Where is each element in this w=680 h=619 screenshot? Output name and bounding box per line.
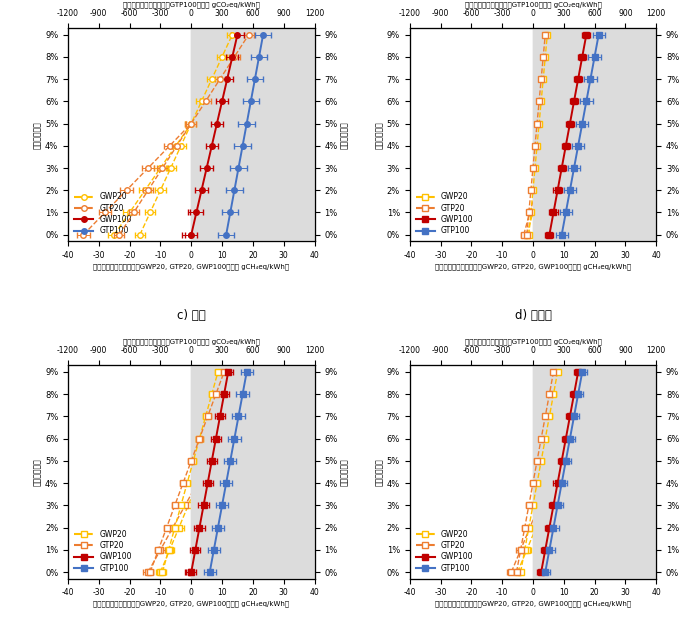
Y-axis label: メタン漏出率: メタン漏出率 xyxy=(375,121,384,149)
X-axis label: 長期的な気候影響の差（GTP100基準； gCO₂eq/kWh）: 長期的な気候影響の差（GTP100基準； gCO₂eq/kWh） xyxy=(464,339,601,345)
Bar xyxy=(191,365,314,579)
X-axis label: 短期的な気候影響の差（GWP20, GTP20, GWP100基準； gCH₄eq/kWh）: 短期的な気候影響の差（GWP20, GTP20, GWP100基準； gCH₄e… xyxy=(435,600,631,607)
Y-axis label: メタン漏出率: メタン漏出率 xyxy=(375,458,384,486)
Y-axis label: メタン漏出率: メタン漏出率 xyxy=(33,121,42,149)
Legend: GWP20, GTP20, GWP100, GTP100: GWP20, GTP20, GWP100, GTP100 xyxy=(413,190,476,238)
Title: c) 米国: c) 米国 xyxy=(177,310,205,322)
Bar xyxy=(533,365,656,579)
X-axis label: 長期的な気候影響の差（GTP100基準； gCO₂eq/kWh）: 長期的な気候影響の差（GTP100基準； gCO₂eq/kWh） xyxy=(464,1,601,8)
Legend: GWP20, GTP20, GWP100, GTP100: GWP20, GTP20, GWP100, GTP100 xyxy=(72,190,134,238)
Bar xyxy=(191,28,314,241)
Bar xyxy=(533,365,656,579)
Bar xyxy=(533,28,656,241)
X-axis label: 長期的な気候影響の差（GTP100基準； gCO₂eq/kWh）: 長期的な気候影響の差（GTP100基準； gCO₂eq/kWh） xyxy=(123,1,260,8)
Bar xyxy=(533,28,656,241)
Bar xyxy=(191,365,314,579)
X-axis label: 長期的な気候影響の差（GTP100基準； gCO₂eq/kWh）: 長期的な気候影響の差（GTP100基準； gCO₂eq/kWh） xyxy=(123,339,260,345)
Legend: GWP20, GTP20, GWP100, GTP100: GWP20, GTP20, GWP100, GTP100 xyxy=(413,527,476,575)
X-axis label: 短期的な気候影響の差（GWP20, GTP20, GWP100基準； gCH₄eq/kWh）: 短期的な気候影響の差（GWP20, GTP20, GWP100基準； gCH₄e… xyxy=(93,263,289,269)
Bar xyxy=(191,28,314,241)
Title: d) インド: d) インド xyxy=(515,310,551,322)
X-axis label: 短期的な気候影響の差（GWP20, GTP20, GWP100基準； gCH₄eq/kWh）: 短期的な気候影響の差（GWP20, GTP20, GWP100基準； gCH₄e… xyxy=(435,263,631,269)
Y-axis label: メタン漏出率: メタン漏出率 xyxy=(341,458,350,486)
Y-axis label: メタン漏出率: メタン漏出率 xyxy=(33,458,42,486)
Legend: GWP20, GTP20, GWP100, GTP100: GWP20, GTP20, GWP100, GTP100 xyxy=(72,527,134,575)
Y-axis label: メタン漏出率: メタン漏出率 xyxy=(341,121,350,149)
X-axis label: 短期的な気候影響の差（GWP20, GTP20, GWP100基準； gCH₄eq/kWh）: 短期的な気候影響の差（GWP20, GTP20, GWP100基準； gCH₄e… xyxy=(93,600,289,607)
